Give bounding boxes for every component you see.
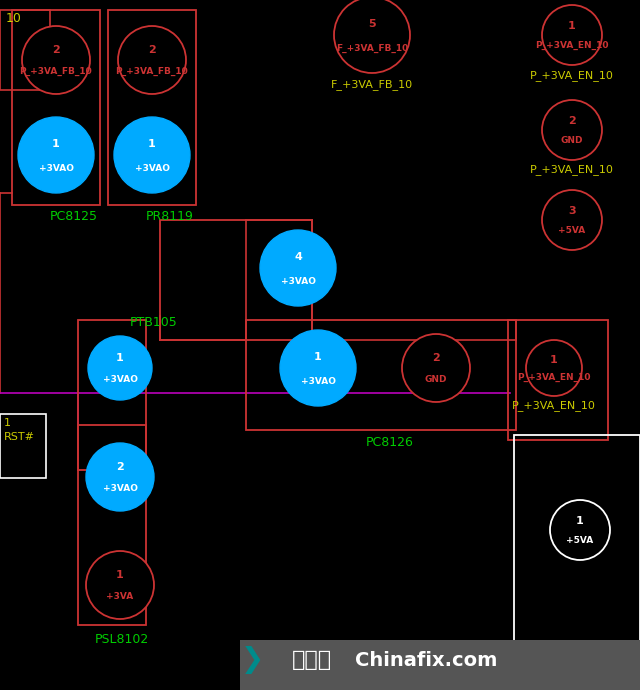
Circle shape bbox=[88, 336, 152, 400]
Text: 2: 2 bbox=[116, 462, 124, 472]
Text: +3VAO: +3VAO bbox=[134, 164, 170, 172]
Text: P_+3VA_FB_10: P_+3VA_FB_10 bbox=[20, 68, 92, 77]
Text: 2: 2 bbox=[52, 45, 60, 55]
Text: PC8125: PC8125 bbox=[50, 210, 98, 223]
Text: +3VAO: +3VAO bbox=[38, 164, 74, 172]
Text: P_+3VA_EN_10: P_+3VA_EN_10 bbox=[512, 400, 596, 411]
Text: PC8126: PC8126 bbox=[366, 436, 414, 449]
Text: +3VAO: +3VAO bbox=[102, 484, 138, 493]
Text: PTB105: PTB105 bbox=[130, 316, 178, 329]
Circle shape bbox=[542, 100, 602, 160]
Text: +5VA: +5VA bbox=[566, 536, 594, 545]
Text: 1: 1 bbox=[568, 21, 576, 31]
Circle shape bbox=[22, 26, 90, 94]
Circle shape bbox=[118, 26, 186, 94]
Circle shape bbox=[280, 330, 356, 406]
Text: F_+3VA_FB_10: F_+3VA_FB_10 bbox=[331, 79, 413, 90]
Text: GND: GND bbox=[425, 375, 447, 384]
Bar bbox=[78, 320, 146, 470]
Circle shape bbox=[526, 340, 582, 396]
Circle shape bbox=[542, 190, 602, 250]
Text: GND: GND bbox=[561, 136, 583, 145]
Circle shape bbox=[542, 5, 602, 65]
Text: +3VAO: +3VAO bbox=[102, 375, 138, 384]
Text: 1: 1 bbox=[4, 418, 11, 428]
Text: 迅维网: 迅维网 bbox=[292, 650, 332, 670]
Text: RST#: RST# bbox=[4, 432, 35, 442]
Text: P_+3VA_EN_10: P_+3VA_EN_10 bbox=[535, 41, 609, 50]
Text: 1: 1 bbox=[116, 570, 124, 580]
Circle shape bbox=[402, 334, 470, 402]
Text: 1: 1 bbox=[314, 352, 322, 362]
Circle shape bbox=[18, 117, 94, 193]
Text: F_+3VA_FB_10: F_+3VA_FB_10 bbox=[336, 43, 408, 53]
Text: PR8119: PR8119 bbox=[146, 210, 194, 223]
Bar bbox=[508, 320, 608, 440]
Text: 1: 1 bbox=[52, 139, 60, 148]
Bar bbox=[0, 10, 50, 90]
Text: P_+3VA_EN_10: P_+3VA_EN_10 bbox=[517, 373, 591, 382]
Text: P_+3VA_FB_10: P_+3VA_FB_10 bbox=[116, 68, 188, 77]
Bar bbox=[12, 10, 100, 205]
Text: +3VAO: +3VAO bbox=[280, 277, 316, 286]
Circle shape bbox=[550, 500, 610, 560]
Circle shape bbox=[86, 551, 154, 619]
Bar bbox=[0, 414, 46, 478]
Text: 3: 3 bbox=[568, 206, 576, 216]
Text: 5: 5 bbox=[368, 19, 376, 28]
Bar bbox=[108, 10, 196, 205]
Text: P_+3VA_EN_10: P_+3VA_EN_10 bbox=[530, 70, 614, 81]
Text: +5VA: +5VA bbox=[558, 226, 586, 235]
Bar bbox=[78, 425, 146, 625]
Text: 2: 2 bbox=[148, 45, 156, 55]
Bar bbox=[240, 640, 640, 690]
Text: 1: 1 bbox=[116, 353, 124, 364]
Circle shape bbox=[334, 0, 410, 73]
Text: 1: 1 bbox=[148, 139, 156, 148]
Text: 4: 4 bbox=[294, 252, 302, 262]
Circle shape bbox=[86, 443, 154, 511]
Text: 1: 1 bbox=[550, 355, 558, 364]
Text: 10: 10 bbox=[6, 12, 22, 25]
Text: +3VAO: +3VAO bbox=[301, 377, 335, 386]
Text: P_+3VA_EN_10: P_+3VA_EN_10 bbox=[530, 164, 614, 175]
Bar bbox=[514, 435, 640, 655]
Bar bbox=[246, 320, 516, 430]
Text: PSL8102: PSL8102 bbox=[95, 633, 149, 646]
Circle shape bbox=[114, 117, 190, 193]
Text: 1: 1 bbox=[576, 516, 584, 526]
Text: +3VA: +3VA bbox=[106, 593, 134, 602]
Text: 2: 2 bbox=[568, 116, 576, 126]
Bar bbox=[160, 220, 312, 340]
Text: Chinafix.com: Chinafix.com bbox=[355, 651, 497, 669]
Text: 2: 2 bbox=[432, 353, 440, 363]
Circle shape bbox=[260, 230, 336, 306]
Text: ❯: ❯ bbox=[241, 646, 264, 674]
